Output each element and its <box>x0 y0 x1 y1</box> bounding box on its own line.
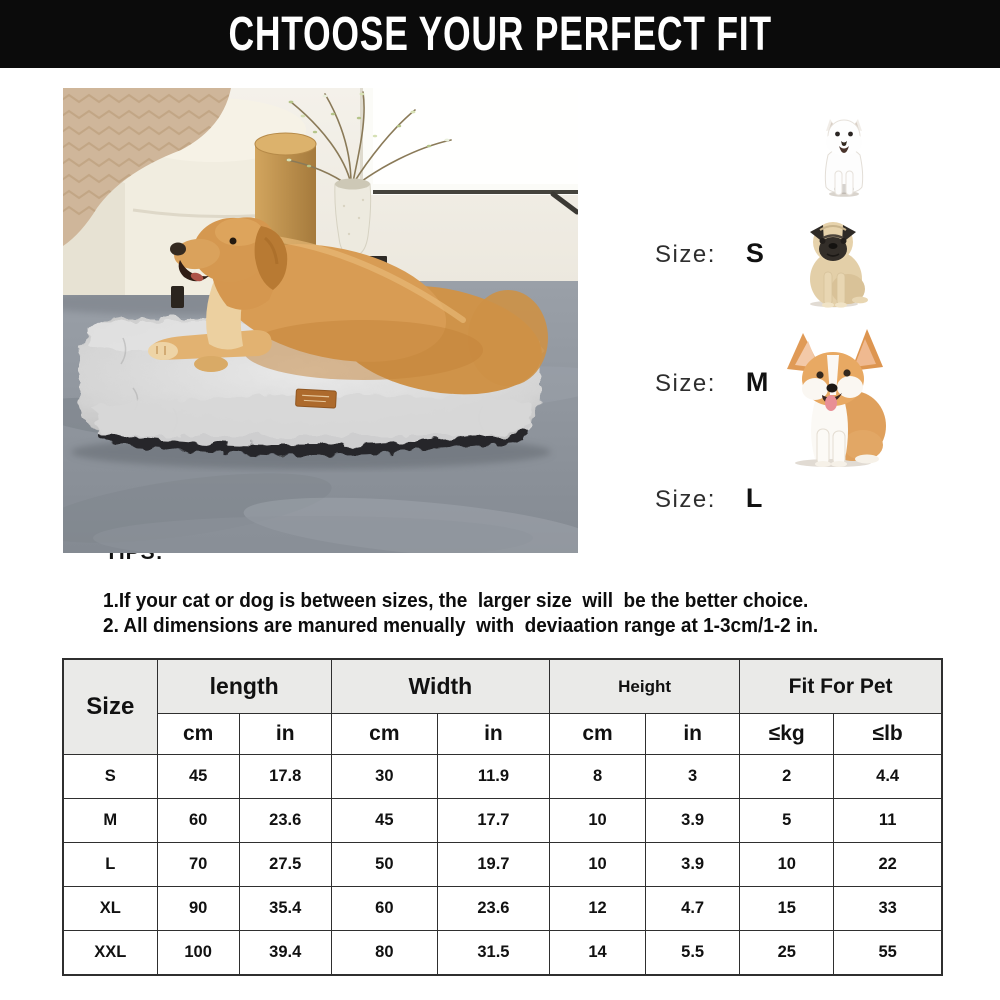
value-cell: 70 <box>156 842 240 887</box>
value-cell: 10 <box>548 798 647 843</box>
sub-header-length-in: in <box>238 713 332 755</box>
sub-header-height-cm: cm <box>548 713 647 755</box>
value-cell: 10 <box>739 842 835 887</box>
value-cell: 50 <box>330 842 438 887</box>
value-cell: 35.4 <box>238 886 332 931</box>
row-size-cell: S <box>62 754 158 799</box>
value-cell: 30 <box>330 754 438 799</box>
corgi-icon <box>787 329 886 467</box>
size-option-s: Size: S <box>655 238 765 269</box>
value-cell: 3 <box>645 754 741 799</box>
row-size-cell: XXL <box>62 930 158 976</box>
col-header-fit-for-pet: Fit For Pet <box>739 658 943 714</box>
table-row: S 45 17.8 30 11.9 8 3 2 4.4 <box>62 754 943 799</box>
size-value: M <box>745 367 770 397</box>
value-cell: 3.9 <box>645 842 741 887</box>
golden-retriever-illustration <box>148 217 548 395</box>
value-cell: 23.6 <box>238 798 332 843</box>
vase-illustration <box>334 178 372 257</box>
size-option-m: Size: M <box>655 367 769 398</box>
sub-header-width-cm: cm <box>330 713 438 755</box>
value-cell: 10 <box>548 842 647 887</box>
sub-header-max-kg: ≤kg <box>739 713 835 755</box>
value-cell: 3.9 <box>645 798 741 843</box>
row-size-cell: M <box>62 798 158 843</box>
value-cell: 31.5 <box>436 930 551 976</box>
value-cell: 11.9 <box>436 754 551 799</box>
banner: CHTOOSE YOUR PERFECT FIT <box>0 0 1000 68</box>
value-cell: 19.7 <box>436 842 551 887</box>
value-cell: 45 <box>330 798 438 843</box>
sub-header-width-in: in <box>436 713 551 755</box>
sub-header-height-in: in <box>645 713 741 755</box>
value-cell: 27.5 <box>238 842 332 887</box>
value-cell: 14 <box>548 930 647 976</box>
value-cell: 22 <box>833 842 943 887</box>
size-chart-table: Size length Width Height Fit For Pet cm … <box>62 658 943 976</box>
size-value: S <box>745 238 765 268</box>
size-label: Size: <box>655 370 716 397</box>
value-cell: 33 <box>833 886 943 931</box>
tip-line: 2. All dimensions are manured menually w… <box>103 615 819 637</box>
value-cell: 55 <box>833 930 943 976</box>
value-cell: 39.4 <box>238 930 332 976</box>
size-option-l: Size: L <box>655 483 763 514</box>
table-row: XXL 100 39.4 80 31.5 14 5.5 25 55 <box>62 930 943 976</box>
value-cell: 4.4 <box>833 754 943 799</box>
blanket-illustration <box>63 88 231 246</box>
table-row: XL 90 35.4 60 23.6 12 4.7 15 33 <box>62 886 943 931</box>
banner-title: CHTOOSE YOUR PERFECT FIT <box>228 7 772 61</box>
size-value: L <box>745 483 764 513</box>
bed-tag-illustration <box>295 388 337 409</box>
value-cell: 80 <box>330 930 438 976</box>
photo-scene-illustration <box>63 88 578 553</box>
size-options: Size: S Size: M <box>578 88 1000 553</box>
product-photo <box>63 88 578 553</box>
value-cell: 5 <box>739 798 835 843</box>
value-cell: 100 <box>156 930 240 976</box>
col-header-height: Height <box>548 658 741 714</box>
table-row: L 70 27.5 50 19.7 10 3.9 10 22 <box>62 842 943 887</box>
sub-header-length-cm: cm <box>156 713 240 755</box>
value-cell: 5.5 <box>645 930 741 976</box>
value-cell: 4.7 <box>645 886 741 931</box>
size-label: Size: <box>655 486 716 513</box>
value-cell: 90 <box>156 886 240 931</box>
pomeranian-icon <box>824 119 864 197</box>
value-cell: 23.6 <box>436 886 551 931</box>
size-label: Size: <box>655 241 716 268</box>
table-row: M 60 23.6 45 17.7 10 3.9 5 11 <box>62 798 943 843</box>
value-cell: 60 <box>330 886 438 931</box>
tip-line: 1.If your cat or dog is between sizes, t… <box>103 590 809 612</box>
row-size-cell: L <box>62 842 158 887</box>
row-size-cell: XL <box>62 886 158 931</box>
value-cell: 17.8 <box>238 754 332 799</box>
value-cell: 8 <box>548 754 647 799</box>
value-cell: 12 <box>548 886 647 931</box>
sub-header-max-lb: ≤lb <box>833 713 943 755</box>
bed-front-illustration <box>93 394 533 446</box>
value-cell: 2 <box>739 754 835 799</box>
value-cell: 60 <box>156 798 240 843</box>
value-cell: 11 <box>833 798 943 843</box>
col-header-size: Size <box>62 658 158 755</box>
value-cell: 15 <box>739 886 835 931</box>
value-cell: 17.7 <box>436 798 551 843</box>
col-header-length: length <box>156 658 332 714</box>
value-cell: 45 <box>156 754 240 799</box>
value-cell: 25 <box>739 930 835 976</box>
pug-icon <box>810 222 868 308</box>
col-header-width: Width <box>330 658 551 714</box>
